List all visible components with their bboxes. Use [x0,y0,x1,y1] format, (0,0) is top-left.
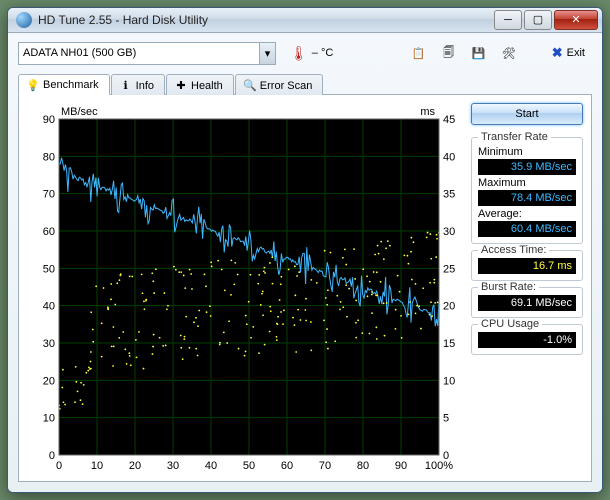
health-icon: ✚ [175,80,187,92]
temperature-readout: 🌡 – °C [290,45,333,62]
svg-text:MB/sec: MB/sec [61,106,98,118]
drive-select[interactable]: ADATA NH01 (500 GB) ▾ [18,42,276,65]
stat-label: Average: [478,208,576,220]
options-button[interactable]: 🛠 [497,41,521,65]
window-title: HD Tune 2.55 - Hard Disk Utility [38,13,494,27]
tab-health[interactable]: ✚ Health [166,74,234,95]
tab-info[interactable]: ℹ Info [111,74,165,95]
group-title: Transfer Rate [478,131,551,143]
svg-text:0: 0 [49,450,55,462]
cpu-usage-group: CPU Usage -1.0% [471,324,583,355]
svg-text:30: 30 [43,338,55,350]
tab-body: MB/sec ms 0 10 20 30 40 50 60 70 80 90 0 5 10 15 20 25 30 3… [18,95,592,482]
stat-value: 60.4 MB/sec [478,221,576,237]
tab-label: Error Scan [260,80,313,92]
save-button[interactable]: 💾 [467,41,491,65]
svg-text:50: 50 [43,263,55,275]
svg-text:100%: 100% [425,460,453,472]
svg-text:ms: ms [420,106,435,118]
svg-text:15: 15 [443,338,455,350]
copy-screenshot-button[interactable]: 🗐 [437,41,461,65]
benchmark-icon: 💡 [27,79,39,91]
error-scan-icon: 🔍 [244,80,256,92]
svg-text:60: 60 [281,460,293,472]
copy-info-button[interactable]: 📋 [407,41,431,65]
close-button[interactable]: ✕ [554,10,598,30]
access-time-value: 16.7 ms [478,258,576,274]
svg-text:10: 10 [43,413,55,425]
group-title: Access Time: [478,244,549,256]
screenshot-icon: 🗐 [443,44,454,63]
svg-text:90: 90 [43,114,55,126]
stat-value: 35.9 MB/sec [478,159,576,175]
tab-benchmark[interactable]: 💡 Benchmark [18,74,110,95]
exit-button[interactable]: ✖ Exit [545,42,592,64]
svg-text:10: 10 [443,375,455,387]
burst-rate-value: 69.1 MB/sec [478,295,576,311]
tab-error-scan[interactable]: 🔍 Error Scan [235,74,324,95]
transfer-rate-group: Transfer Rate Minimum35.9 MB/secMaximum7… [471,137,583,244]
exit-icon: ✖ [552,45,563,61]
svg-text:20: 20 [443,301,455,313]
svg-text:30: 30 [167,460,179,472]
svg-text:35: 35 [443,189,455,201]
stats-panel: Start Transfer Rate Minimum35.9 MB/sec Ma… [471,103,583,473]
svg-text:5: 5 [443,413,449,425]
svg-text:30: 30 [443,226,455,238]
tab-label: Info [136,80,154,92]
titlebar: HD Tune 2.55 - Hard Disk Utility ─ ▢ ✕ [8,8,602,33]
svg-text:70: 70 [43,189,55,201]
tab-label: Health [191,80,223,92]
svg-text:0: 0 [56,460,62,472]
tab-label: Benchmark [43,79,99,91]
window-controls: ─ ▢ ✕ [494,10,598,30]
svg-text:40: 40 [443,151,455,163]
svg-text:80: 80 [357,460,369,472]
svg-text:60: 60 [43,226,55,238]
minimize-button[interactable]: ─ [494,10,522,30]
svg-text:45: 45 [443,114,455,126]
toolbar: ADATA NH01 (500 GB) ▾ 🌡 – °C 📋 🗐 💾 🛠 ✖ E… [18,41,592,65]
exit-label: Exit [567,47,585,59]
temperature-value: – °C [312,47,334,59]
group-title: CPU Usage [478,318,542,330]
copy-icon: 📋 [412,47,426,60]
svg-text:80: 80 [43,151,55,163]
group-title: Burst Rate: [478,281,539,293]
drive-select-value: ADATA NH01 (500 GB) [23,47,259,59]
stat-label: Maximum [478,177,576,189]
burst-rate-group: Burst Rate: 69.1 MB/sec [471,287,583,318]
cpu-usage-value: -1.0% [478,332,576,348]
save-icon: 💾 [472,47,486,60]
svg-text:50: 50 [243,460,255,472]
svg-text:20: 20 [129,460,141,472]
chart-area: MB/sec ms 0 10 20 30 40 50 60 70 80 90 0 5 10 15 20 25 30 3… [27,103,465,473]
info-icon: ℹ [120,80,132,92]
svg-text:25: 25 [443,263,455,275]
maximize-button[interactable]: ▢ [524,10,552,30]
app-icon [16,12,32,28]
svg-text:70: 70 [319,460,331,472]
svg-text:40: 40 [205,460,217,472]
svg-text:20: 20 [43,375,55,387]
thermometer-icon: 🌡 [290,45,308,62]
start-button[interactable]: Start [471,103,583,125]
tab-strip: 💡 Benchmark ℹ Info ✚ Health 🔍 Error Scan [18,73,592,95]
client-area: ADATA NH01 (500 GB) ▾ 🌡 – °C 📋 🗐 💾 🛠 ✖ E… [8,33,602,492]
app-window: HD Tune 2.55 - Hard Disk Utility ─ ▢ ✕ A… [7,7,603,493]
svg-text:90: 90 [395,460,407,472]
gear-icon: 🛠 [502,47,516,60]
access-time-group: Access Time: 16.7 ms [471,250,583,281]
svg-text:40: 40 [43,301,55,313]
stat-label: Minimum [478,146,576,158]
stat-value: 78.4 MB/sec [478,190,576,206]
svg-text:10: 10 [91,460,103,472]
chevron-down-icon: ▾ [259,43,275,64]
